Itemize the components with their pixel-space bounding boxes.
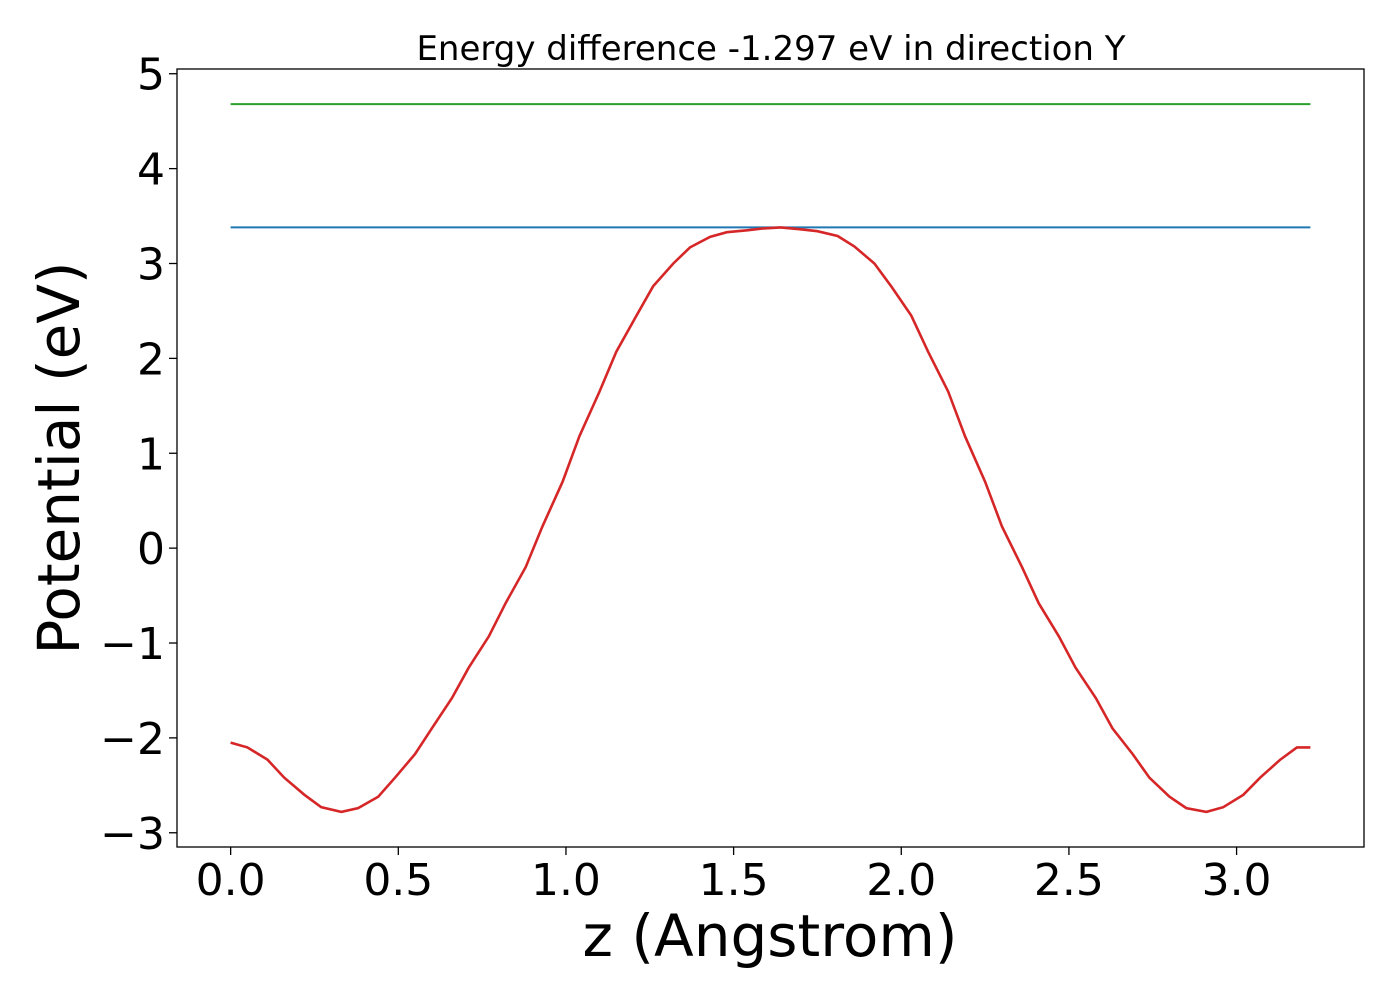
y-tick-label: 4 [137,145,165,196]
chart-title: Energy difference -1.297 eV in direction… [416,29,1125,69]
x-tick-label: 3.0 [1202,855,1272,906]
y-tick-label: −1 [100,619,165,670]
y-tick-label: 1 [137,429,165,480]
y-tick-label: −2 [100,714,165,765]
x-tick-label: 0.5 [363,855,433,906]
x-tick-label: 2.5 [1034,855,1104,906]
series-line-3 [230,226,1311,814]
plot-frame [176,68,1365,848]
y-tick-label: 2 [137,334,165,385]
x-tick-label: 1.0 [531,855,601,906]
y-tick-label: 0 [137,524,165,575]
y-tick-label: 5 [137,50,165,101]
x-tick-label: 2.0 [866,855,936,906]
x-tick-label: 1.5 [699,855,769,906]
y-tick-label: 3 [137,240,165,291]
plot-area [230,103,1311,814]
x-tick-label: 0.0 [196,855,266,906]
y-tick-label: −3 [100,809,165,860]
tick-group: 0.0 0.5 1.0 1.5 2.0 2.5 3.0 −3 −2 −1 0 1 2 3 4 5 [100,50,1271,906]
x-axis-label: z (Angstrom) [583,902,958,970]
y-axis-label: Potential (eV) [25,261,93,654]
